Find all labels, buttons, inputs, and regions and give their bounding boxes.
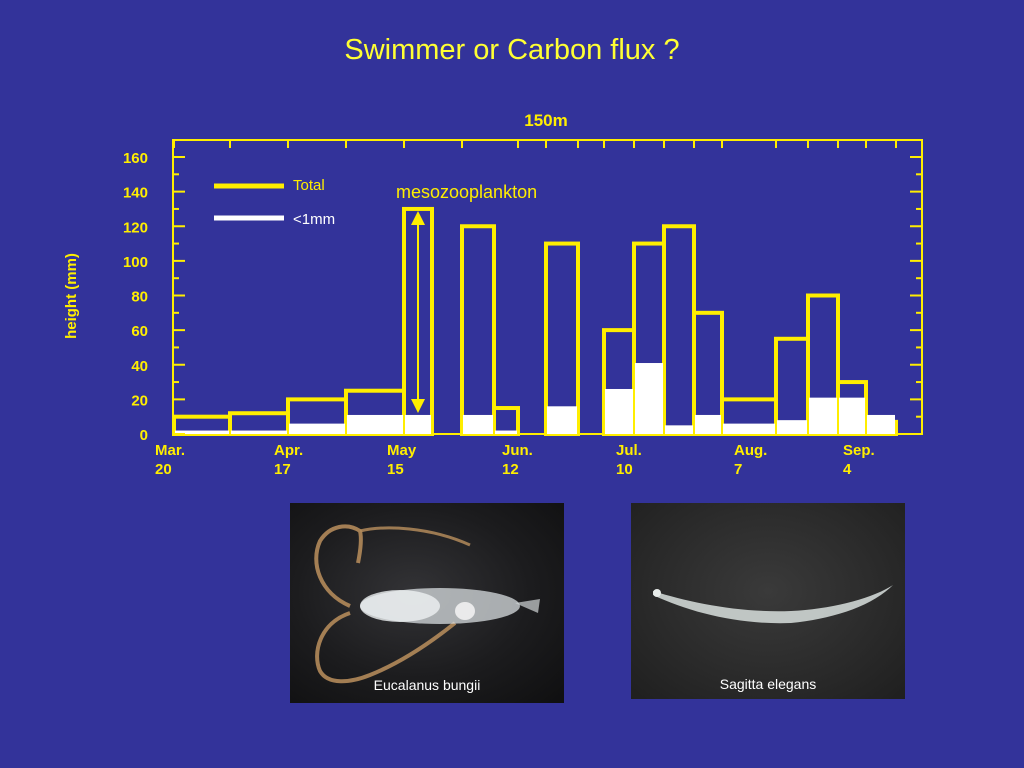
axis-ticks [173, 140, 922, 435]
x-tick-label-month: Jul. [616, 442, 642, 459]
photo-sagitta-elegans: Sagitta elegans [631, 503, 905, 699]
small-bar [347, 414, 403, 434]
small-bar [289, 423, 345, 434]
x-tick-labels: Mar. 20 Apr. 17 May 15 Jun. 12 Jul. 10 Aug. 7 Sep. 4 [155, 442, 875, 478]
y-tick-label: 140 [123, 185, 148, 202]
small-bar [495, 430, 517, 434]
legend-label-total: Total [293, 177, 325, 194]
total-bar [662, 224, 696, 436]
annotation-arrowhead-bottom [411, 399, 425, 413]
small-bar [867, 414, 895, 434]
x-tick-label-day: 20 [155, 461, 172, 478]
bar-chart: 0 20 40 60 80 100 120 140 160 Mar. 20 Apr. 17 May 15 J… [63, 111, 923, 478]
small-bar [723, 423, 775, 434]
total-bar [460, 224, 496, 436]
x-tick-label-month: Apr. [274, 442, 303, 459]
small-bar [463, 414, 493, 434]
y-tick-label: 0 [140, 427, 148, 444]
y-tick-label: 60 [131, 323, 148, 340]
x-tick-label-month: Mar. [155, 442, 185, 459]
y-tick-label: 100 [123, 254, 148, 271]
x-tick-label-month: Jun. [502, 442, 533, 459]
y-tick-label: 40 [131, 358, 148, 375]
x-tick-label-day: 17 [274, 461, 291, 478]
total-bar [774, 336, 810, 436]
small-bar [809, 397, 837, 434]
y-tick-label: 120 [123, 219, 148, 236]
arrow-worm-illustration [653, 585, 893, 624]
small-bar [405, 414, 431, 434]
slide-title: Swimmer or Carbon flux ? [344, 34, 680, 66]
y-axis-label: height (mm) [63, 253, 80, 339]
total-bar [544, 241, 580, 436]
x-tick-label-day: 7 [734, 461, 742, 478]
small-bar [665, 425, 693, 434]
x-tick-label-month: Sep. [843, 442, 875, 459]
x-tick-label-day: 12 [502, 461, 519, 478]
small-bar [635, 363, 663, 434]
photo-caption-left: Eucalanus bungii [373, 677, 481, 693]
y-tick-labels: 0 20 40 60 80 100 120 140 160 [123, 150, 148, 444]
small-bar [695, 414, 721, 434]
annotation-label: mesozooplankton [396, 182, 537, 202]
x-tick-label-month: Aug. [734, 442, 767, 459]
total-bar [492, 406, 520, 436]
small-series [175, 363, 895, 434]
y-tick-label: 160 [123, 150, 148, 167]
legend-label-small: <1mm [293, 211, 335, 228]
x-tick-label-day: 4 [843, 461, 852, 478]
small-bar [175, 430, 229, 434]
total-series [172, 206, 898, 437]
x-tick-label-month: May [387, 442, 417, 459]
photo-caption-right: Sagitta elegans [719, 676, 817, 692]
small-bar [777, 420, 807, 434]
legend: Total <1mm [214, 177, 335, 228]
y-tick-label: 20 [131, 392, 148, 409]
x-tick-label-day: 10 [616, 461, 633, 478]
y-tick-label: 80 [131, 289, 148, 306]
small-bar [605, 388, 633, 434]
small-bar [231, 430, 287, 434]
small-bar [547, 406, 577, 434]
copepod-illustration [314, 524, 540, 684]
x-tick-label-day: 15 [387, 461, 404, 478]
annotation: mesozooplankton [396, 182, 537, 413]
annotation-arrowhead-top [411, 211, 425, 225]
small-bar [839, 397, 865, 434]
chart-title: 150m [524, 111, 567, 130]
photo-eucalanus-bungii: Eucalanus bungii [290, 503, 564, 703]
